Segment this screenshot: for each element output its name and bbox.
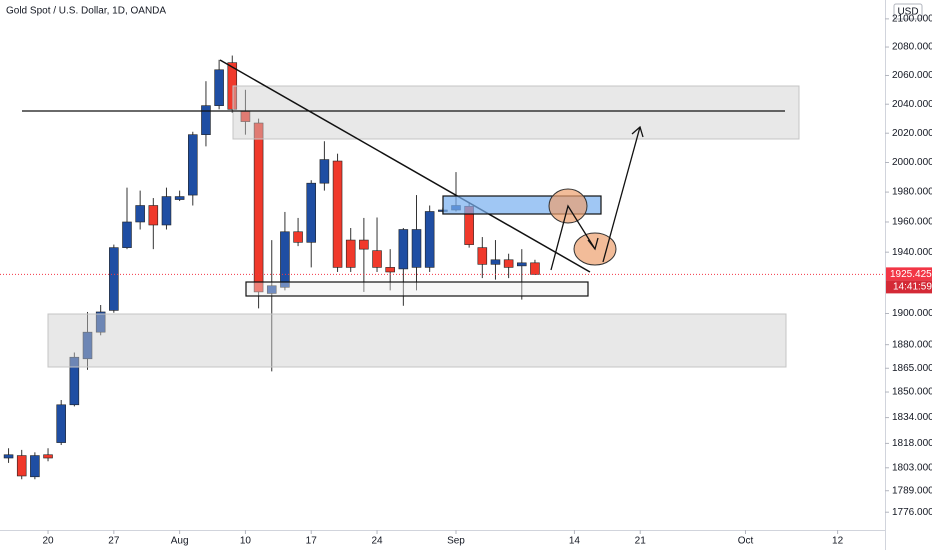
candle-body bbox=[319, 159, 330, 184]
x-tick-label: 17 bbox=[306, 536, 318, 547]
candle-body bbox=[345, 239, 356, 268]
candle-body bbox=[82, 331, 93, 360]
x-tick-label: Sep bbox=[447, 536, 465, 547]
candle-body bbox=[385, 267, 395, 273]
x-tick-label: 21 bbox=[635, 536, 647, 547]
candle-body bbox=[122, 221, 132, 248]
candle-body bbox=[477, 247, 488, 265]
y-tick-label: 2080.000 bbox=[892, 42, 932, 53]
arrow-head bbox=[631, 125, 644, 138]
y-tick-label: 1865.000 bbox=[892, 363, 932, 374]
x-tick-label: 27 bbox=[108, 536, 120, 547]
y-tick-label: 1980.000 bbox=[892, 187, 932, 198]
countdown-label: 14:41:59 bbox=[893, 282, 932, 293]
candle-body bbox=[56, 404, 66, 443]
chart-title: Gold Spot / U.S. Dollar, 1D, OANDA bbox=[6, 6, 166, 17]
y-tick-label: 1900.000 bbox=[892, 308, 932, 319]
candle-body bbox=[490, 259, 501, 265]
zone-box bbox=[232, 85, 800, 140]
candle-body bbox=[174, 196, 185, 200]
currency: USD bbox=[897, 7, 918, 18]
x-tick-label: 12 bbox=[832, 536, 844, 547]
x-tick-label: Oct bbox=[738, 536, 754, 547]
arrow-head bbox=[587, 237, 599, 251]
candle-body bbox=[530, 262, 540, 275]
y-tick-label: 1850.000 bbox=[892, 387, 932, 398]
y-tick-label: 2060.000 bbox=[892, 70, 932, 81]
x-tick-label: Aug bbox=[171, 536, 189, 547]
y-tick-label: 1776.000 bbox=[892, 507, 932, 518]
candle-body bbox=[16, 455, 27, 477]
x-tick-label: 24 bbox=[371, 536, 383, 547]
trend-line bbox=[219, 59, 591, 273]
candle-body bbox=[109, 247, 119, 311]
candle-body bbox=[359, 239, 369, 250]
candle-body bbox=[517, 262, 527, 267]
x-tick-label: 20 bbox=[42, 536, 54, 547]
candle-body bbox=[135, 205, 145, 223]
candle-body bbox=[280, 231, 290, 288]
path-arrow bbox=[550, 204, 596, 271]
drawings bbox=[22, 59, 800, 368]
candle-body bbox=[306, 182, 317, 243]
candle-body bbox=[398, 229, 409, 270]
candle-body bbox=[372, 250, 382, 268]
support-box bbox=[245, 281, 589, 297]
countdown-box bbox=[886, 280, 932, 294]
y-tick-label: 1960.000 bbox=[892, 217, 932, 228]
candle-body bbox=[253, 122, 264, 293]
candle-body bbox=[188, 134, 198, 196]
candle-body bbox=[148, 205, 159, 226]
y-tick-label: 1880.000 bbox=[892, 339, 932, 350]
last-price-box bbox=[886, 267, 932, 281]
x-tick-label: 10 bbox=[240, 536, 252, 547]
y-tick-label: 2020.000 bbox=[892, 128, 932, 139]
candle-body bbox=[161, 196, 172, 226]
axes: 2100.000 2080.000 2060.000 2040.000 2020.000… bbox=[0, 14, 932, 547]
last-price-label: 1925.425 bbox=[890, 269, 932, 280]
candle-body bbox=[332, 160, 343, 268]
candle-body bbox=[266, 285, 277, 294]
candle-body bbox=[503, 259, 514, 268]
x-tick-label: 14 bbox=[569, 536, 581, 547]
path-arrow bbox=[602, 126, 641, 263]
y-tick-label: 1789.000 bbox=[892, 485, 932, 496]
y-tick-label: 1834.000 bbox=[892, 412, 932, 423]
candle-body bbox=[293, 231, 303, 243]
y-tick-label: 2040.000 bbox=[892, 99, 932, 110]
candle-body bbox=[30, 455, 40, 478]
candle-body bbox=[424, 211, 435, 268]
zone-box bbox=[47, 313, 787, 368]
candle-body bbox=[3, 454, 14, 459]
candle-body bbox=[95, 311, 106, 333]
y-tick-label: 1818.000 bbox=[892, 438, 932, 449]
candles bbox=[3, 55, 540, 480]
candle-body bbox=[69, 356, 80, 406]
candle-body bbox=[43, 454, 53, 459]
currency-box bbox=[893, 3, 923, 20]
y-tick-label: 2100.000 bbox=[892, 14, 932, 25]
candle-body bbox=[214, 69, 224, 106]
y-tick-label: 1940.000 bbox=[892, 247, 932, 258]
y-tick-label: 1803.000 bbox=[892, 462, 932, 473]
candle-body bbox=[201, 105, 211, 135]
candle-body bbox=[411, 229, 422, 268]
y-tick-label: 2000.000 bbox=[892, 157, 932, 168]
